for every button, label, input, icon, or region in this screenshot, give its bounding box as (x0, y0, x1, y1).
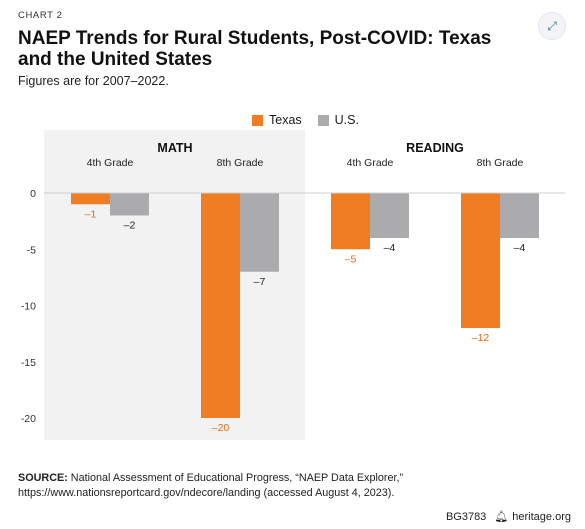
y-tick-label: 0 (30, 188, 36, 200)
grade-label-reading-1: 8th Grade (477, 157, 524, 169)
footer-site: heritage.org (512, 510, 571, 523)
data-label: –20 (212, 422, 230, 434)
subject-heading-reading: READING (406, 141, 464, 155)
bar-us-2 (370, 193, 409, 238)
y-tick-label: -20 (21, 413, 36, 425)
bar-texas-2 (331, 193, 370, 250)
legend: Texas U.S. (252, 113, 375, 127)
chart-subtitle: Figures are for 2007–2022. (18, 74, 169, 88)
liberty-bell-icon: 🔔︎ (494, 511, 509, 523)
legend-label-texas: Texas (269, 113, 302, 127)
bar-texas-3 (461, 193, 500, 328)
grade-label-math-1: 8th Grade (217, 157, 264, 169)
source-prefix: SOURCE: (18, 472, 68, 484)
bar-us-3 (500, 193, 539, 238)
bar-chart: MATH 4th Grade 8th Grade READING 4th Grade 8t… (21, 130, 565, 440)
expand-icon[interactable]: ⤢ (538, 12, 566, 40)
legend-item-us: U.S. (317, 113, 359, 127)
chart-tag: CHART 2 (18, 10, 63, 21)
grade-label-reading-0: 4th Grade (347, 157, 394, 169)
bar-texas-0 (71, 193, 110, 205)
data-label: –12 (472, 332, 490, 344)
legend-swatch-texas (252, 114, 263, 126)
data-label: –5 (345, 253, 357, 265)
footer: BG3783 🔔︎ heritage.org (445, 510, 571, 524)
y-tick-label: -10 (21, 301, 36, 313)
bar-us-0 (110, 193, 149, 216)
data-label: –4 (384, 242, 396, 254)
math-panel-background (44, 130, 305, 440)
footer-code: BG3783 (445, 510, 487, 523)
source-note: SOURCE: National Assessment of Education… (18, 471, 578, 501)
subject-heading-math: MATH (157, 141, 192, 155)
data-label: –1 (85, 208, 97, 220)
data-label: –7 (254, 276, 266, 288)
y-tick-label: -15 (21, 357, 36, 369)
chart-title: NAEP Trends for Rural Students, Post-COV… (18, 28, 492, 70)
grade-label-math-0: 4th Grade (87, 157, 134, 169)
legend-swatch-us (317, 114, 329, 126)
source-text: National Assessment of Educational Progr… (18, 472, 404, 499)
y-tick-label: -5 (27, 244, 36, 256)
bar-us-1 (240, 193, 279, 272)
legend-item-texas: Texas (252, 113, 302, 127)
bar-texas-1 (201, 193, 240, 418)
data-label: –4 (514, 242, 526, 254)
data-label: –2 (124, 220, 136, 232)
legend-label-us: U.S. (334, 113, 359, 127)
